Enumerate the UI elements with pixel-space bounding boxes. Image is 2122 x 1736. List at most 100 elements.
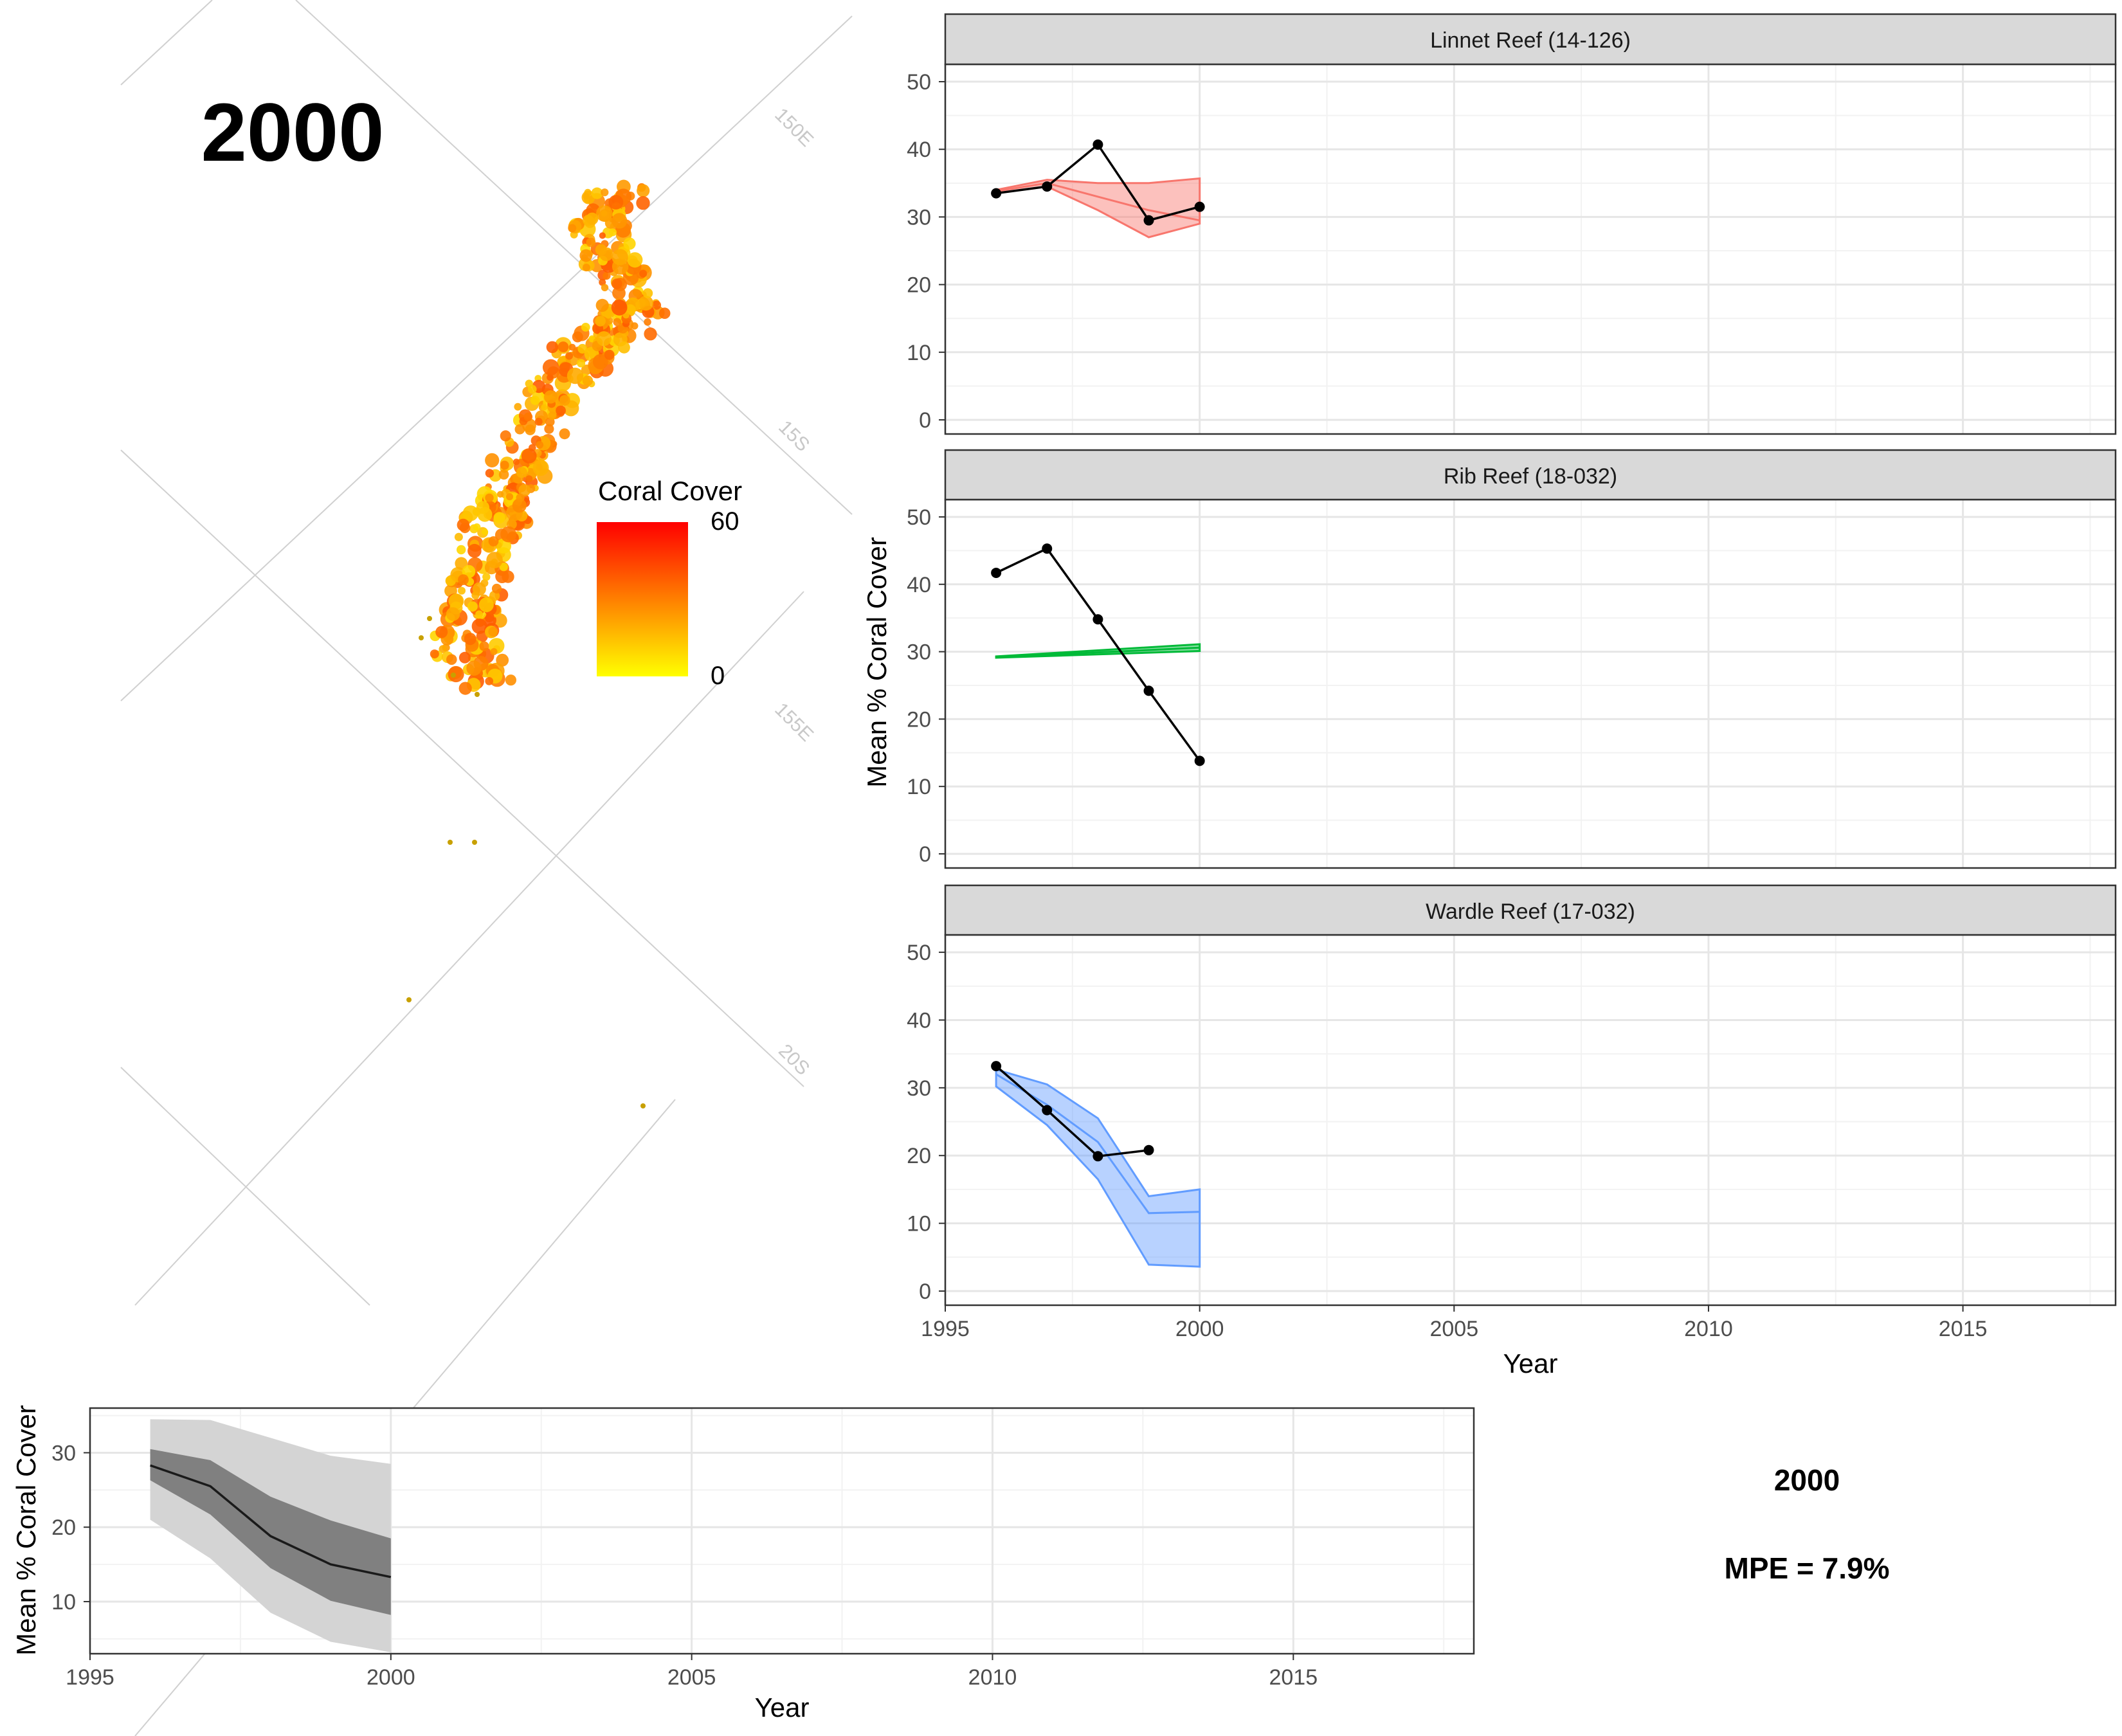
annotation-year: 2000 [1774, 1463, 1840, 1497]
observed-point [1093, 139, 1103, 150]
reef-dot [406, 997, 412, 1002]
map-graticule-line [120, 449, 804, 1087]
reef-panel-3: 0 10 20 30 40 50 Wardle Reef (17-032) [907, 884, 2117, 1307]
annotation: 2000 MPE = 7.9% [1725, 1463, 1890, 1585]
observed-point [1042, 543, 1053, 554]
reef-dot [534, 417, 543, 426]
reef-dot [427, 616, 432, 621]
reef-dot [596, 331, 612, 347]
reef-dot [546, 341, 559, 354]
reef-dot [579, 249, 593, 262]
reef-dot [505, 493, 514, 501]
reef-dot [582, 375, 594, 386]
summary-mean-line [150, 1464, 392, 1578]
reef-dot [532, 460, 549, 476]
observed-point [1042, 1105, 1053, 1116]
observed-point [991, 188, 1002, 199]
y-tick-label: 10 [907, 341, 931, 365]
reef-dot [642, 288, 653, 298]
y-tick-label: 30 [51, 1441, 76, 1465]
reef-dot [611, 299, 628, 316]
map-grid-label: 150E [770, 104, 817, 151]
y-tick-label: 40 [907, 573, 931, 597]
reef-dot [592, 354, 608, 370]
reef-panel-2: 0 10 20 30 40 50 Rib Reef (18-032) [907, 449, 2117, 869]
reef-dot [467, 601, 478, 612]
reef-dot [500, 460, 509, 470]
x-tick-label: 2010 [1684, 1317, 1733, 1341]
reef-dot [601, 188, 609, 197]
prediction-ribbon [995, 1068, 1201, 1268]
reef-dot [482, 529, 489, 536]
reef-dot [658, 307, 671, 320]
reef-dot [493, 512, 505, 524]
reef-dot [601, 210, 608, 217]
reef-dot [458, 586, 466, 595]
observed-point [1143, 1144, 1154, 1155]
y-tick-label: 20 [51, 1515, 76, 1540]
panel-strip [944, 884, 2117, 936]
reef-dot [448, 665, 464, 683]
reef-dot [567, 367, 584, 384]
panel-plot-area [945, 500, 2116, 868]
legend-colorbar [597, 522, 688, 676]
y-tick-label: 40 [907, 138, 931, 162]
observed-point [991, 567, 1002, 578]
prediction-mean-line [995, 182, 1200, 222]
reef-dot [514, 424, 525, 435]
observed-point [1143, 215, 1154, 226]
reef-dot [486, 552, 503, 568]
legend-title: Coral Cover [598, 476, 742, 506]
reef-dot [572, 331, 583, 343]
reef-dot [496, 491, 504, 498]
summary-border [89, 1407, 1475, 1655]
reef-dot [548, 411, 557, 420]
reef-dot [565, 352, 574, 360]
y-tick-label: 30 [907, 640, 931, 665]
reef-dot [530, 395, 540, 405]
observed-point [1042, 181, 1053, 192]
x-tick-label: 2010 [968, 1665, 1017, 1690]
reef-dot [446, 654, 457, 665]
reef-dot [472, 582, 486, 596]
reef-dot [491, 583, 502, 594]
reef-dot [488, 627, 498, 637]
reef-dot [640, 1103, 646, 1108]
reef-dot [499, 562, 508, 572]
reef-dot [601, 284, 609, 291]
reef-dot [525, 475, 533, 483]
y-tick-label: 40 [907, 1008, 931, 1033]
summary-y-axis-title: Mean % Coral Cover [11, 1405, 41, 1656]
reef-dot [525, 424, 536, 435]
y-tick-label: 20 [907, 707, 931, 732]
reef-panels-y-axis-title: Mean % Coral Cover [862, 537, 892, 788]
reef-dot [521, 448, 537, 464]
y-tick-label: 30 [907, 205, 931, 230]
observed-point [1093, 614, 1103, 625]
reef-dot [631, 322, 639, 330]
reef-dot [485, 677, 494, 685]
map-graticule-line [120, 15, 853, 701]
reef-dot [457, 545, 466, 555]
reef-dot [542, 359, 559, 375]
reef-dot [505, 674, 517, 686]
reef-dot [639, 269, 648, 278]
reef-dot [430, 649, 439, 659]
reef-dot [435, 626, 448, 638]
panel-strip-title: Linnet Reef (14-126) [1430, 28, 1631, 53]
reef-dot [559, 343, 568, 352]
reef-dot [454, 532, 463, 541]
x-tick-label: 1995 [921, 1317, 970, 1341]
reef-dot [581, 323, 590, 332]
reef-dot [419, 635, 424, 640]
x-tick-label: 2000 [1175, 1317, 1224, 1341]
reef-dot [627, 252, 643, 268]
reef-panel-1: 0 10 20 30 40 50 Linnet Reef (14-126) [907, 13, 2117, 435]
y-tick-label: 10 [907, 775, 931, 799]
reef-dot [595, 316, 606, 327]
reef-dot [618, 341, 630, 354]
y-tick-label: 50 [907, 505, 931, 530]
reef-dot [514, 402, 522, 411]
